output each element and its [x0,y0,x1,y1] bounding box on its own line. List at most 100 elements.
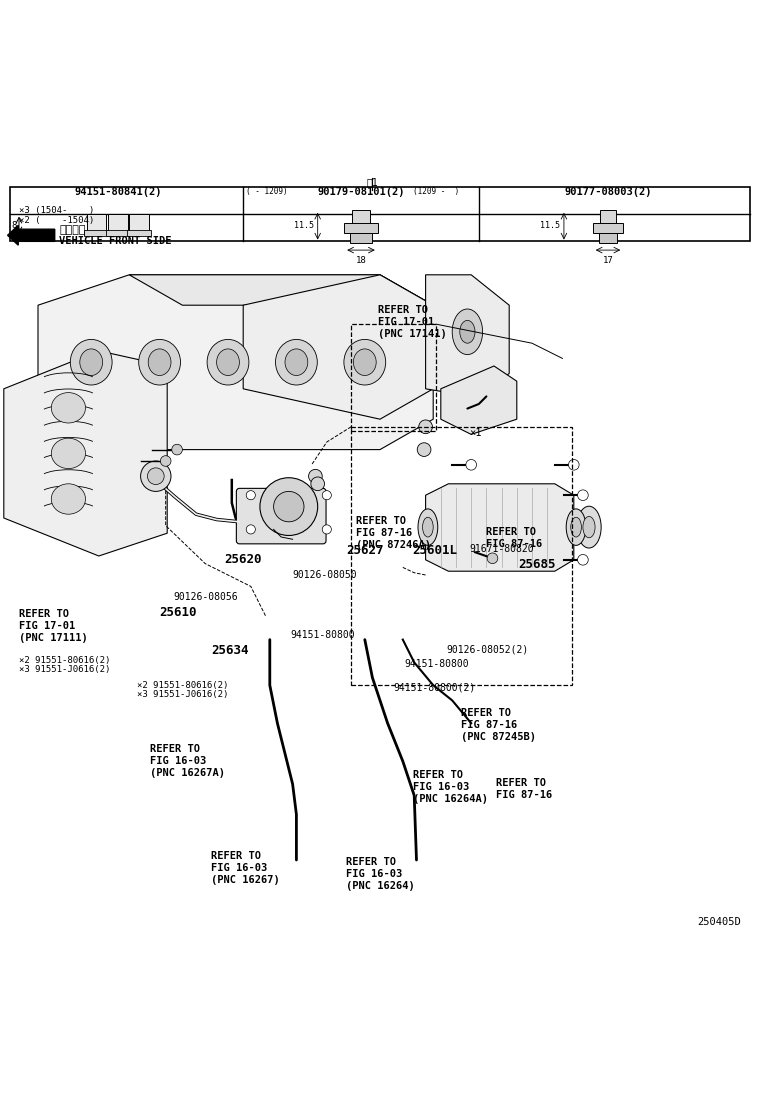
Text: REFER TO
FIG 16-03
(PNC 16267A): REFER TO FIG 16-03 (PNC 16267A) [150,744,225,778]
Ellipse shape [51,438,85,468]
Text: 17: 17 [603,256,613,265]
Circle shape [246,525,255,534]
Circle shape [311,477,325,490]
Text: 25627: 25627 [346,544,383,557]
Bar [351,325,436,430]
Circle shape [487,553,498,564]
Circle shape [578,555,588,565]
Polygon shape [426,484,574,572]
Ellipse shape [207,339,249,385]
Text: 90177-08003(2): 90177-08003(2) [564,187,652,197]
Circle shape [466,459,477,470]
Text: 25610: 25610 [160,606,197,619]
Ellipse shape [577,506,601,548]
Text: ( - 1209): ( - 1209) [246,188,288,197]
Ellipse shape [423,517,433,537]
Bar [106,230,130,237]
Text: 91671-80820: 91671-80820 [470,544,534,554]
Circle shape [160,456,171,466]
Text: REFER TO
FIG 16-03
(PNC 16264): REFER TO FIG 16-03 (PNC 16264) [346,857,414,891]
Text: 25634: 25634 [211,644,249,657]
Text: 8: 8 [11,220,17,229]
Circle shape [309,469,322,483]
Circle shape [578,490,588,500]
Circle shape [172,445,182,455]
FancyBboxPatch shape [599,232,617,242]
Ellipse shape [571,517,581,537]
FancyBboxPatch shape [108,215,128,231]
Bar [127,230,151,237]
FancyBboxPatch shape [350,232,372,242]
Text: VEHICLE FRONT SIDE: VEHICLE FRONT SIDE [59,236,172,246]
Text: 90126-08056: 90126-08056 [173,592,238,602]
Text: 90126-08052(2): 90126-08052(2) [446,644,528,654]
Circle shape [246,490,255,499]
Text: 25685: 25685 [518,558,556,572]
Text: REFER TO
FIG 17-01
(PNC 17111): REFER TO FIG 17-01 (PNC 17111) [19,609,87,643]
Circle shape [260,478,318,536]
Ellipse shape [141,461,171,492]
Text: REFER TO
FIG 87-16
(PNC 87246A): REFER TO FIG 87-16 (PNC 87246A) [356,516,431,549]
Bar [84,230,109,237]
Text: ×2 91551-80616(2): ×2 91551-80616(2) [19,656,110,665]
Polygon shape [441,366,517,435]
Ellipse shape [276,339,318,385]
Text: ×1: ×1 [469,428,481,438]
Text: 94151-80841(2): 94151-80841(2) [74,187,162,197]
Circle shape [274,492,304,522]
Text: 90179-08101(2): 90179-08101(2) [317,187,405,197]
Text: ×3 (1504-    ): ×3 (1504- ) [19,207,94,216]
Circle shape [419,420,432,434]
FancyBboxPatch shape [236,488,326,544]
Text: 25620: 25620 [224,553,261,566]
Text: REFER TO
FIG 17-01
(PNC 17141): REFER TO FIG 17-01 (PNC 17141) [378,305,446,339]
FancyBboxPatch shape [129,215,149,231]
Ellipse shape [583,516,595,538]
Circle shape [322,525,331,534]
Ellipse shape [418,509,438,545]
Text: 94151-80800: 94151-80800 [404,659,469,669]
Ellipse shape [452,309,483,355]
Ellipse shape [80,349,103,376]
Text: REFER TO
FIG 16-03
(PNC 16267): REFER TO FIG 16-03 (PNC 16267) [211,851,280,885]
FancyBboxPatch shape [344,222,378,234]
Text: 90126-08050: 90126-08050 [293,569,357,579]
Text: REFER TO
FIG 87-16: REFER TO FIG 87-16 [496,778,553,800]
Text: REFER TO
FIG 87-16: REFER TO FIG 87-16 [486,527,543,549]
Text: ※1: ※1 [366,178,378,188]
Bar [10,188,750,240]
Text: 11.5: 11.5 [540,220,560,229]
Bar [351,427,572,685]
Text: 25601L: 25601L [412,544,457,557]
Circle shape [322,490,331,499]
Text: ×2 (    -1504): ×2 ( -1504) [19,216,94,225]
Ellipse shape [147,468,164,485]
Ellipse shape [344,339,385,385]
Text: REFER TO
FIG 16-03
(PNC 16264A): REFER TO FIG 16-03 (PNC 16264A) [413,771,488,804]
Polygon shape [129,275,433,305]
Text: 94151-80800(2): 94151-80800(2) [394,682,476,692]
Ellipse shape [285,349,308,376]
FancyArrow shape [8,226,55,245]
Text: 11.5: 11.5 [294,220,314,229]
Ellipse shape [51,393,85,423]
Polygon shape [243,275,433,419]
Ellipse shape [353,349,376,376]
Text: ×3 91551-J0616(2): ×3 91551-J0616(2) [19,665,110,675]
Text: 94151-80800: 94151-80800 [290,631,355,641]
Text: 250405D: 250405D [697,917,741,927]
Ellipse shape [460,320,475,344]
Text: 18: 18 [356,256,366,265]
Polygon shape [4,350,167,556]
Ellipse shape [217,349,239,376]
FancyBboxPatch shape [593,222,623,234]
Polygon shape [426,275,509,396]
Polygon shape [38,275,433,449]
Ellipse shape [71,339,112,385]
Ellipse shape [51,484,85,514]
Circle shape [568,459,579,470]
Text: REFER TO
FIG 87-16
(PNC 87245B): REFER TO FIG 87-16 (PNC 87245B) [461,708,536,742]
Text: ×3 91551-J0616(2): ×3 91551-J0616(2) [137,689,228,698]
FancyBboxPatch shape [600,210,616,224]
FancyBboxPatch shape [352,210,370,224]
